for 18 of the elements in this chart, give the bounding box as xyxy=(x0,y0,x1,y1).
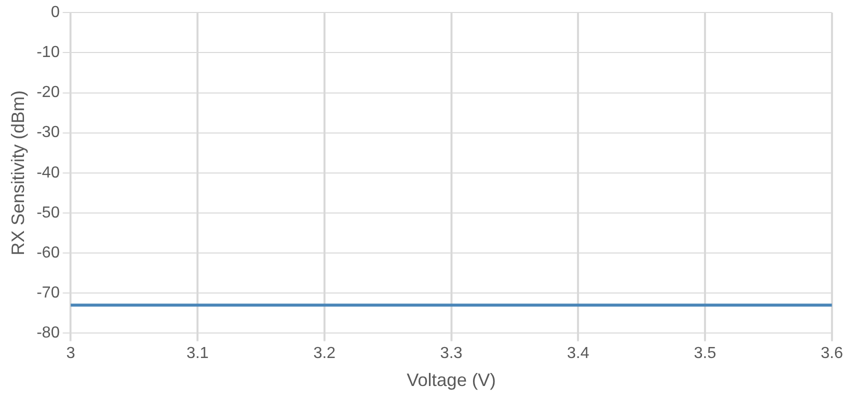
x-tick-label: 3.4 xyxy=(567,345,590,362)
x-tick-label: 3.5 xyxy=(694,345,716,362)
y-tick-label: -70 xyxy=(36,284,60,302)
x-axis-title: Voltage (V) xyxy=(406,370,496,390)
y-axis-title: RX Sensitivity (dBm) xyxy=(8,90,28,256)
x-tick-label: 3.6 xyxy=(820,345,844,362)
y-tick-label: -80 xyxy=(36,324,60,342)
y-tick-label: -10 xyxy=(36,44,60,62)
y-tick-label: -60 xyxy=(36,244,60,262)
y-tick-label: -20 xyxy=(36,84,60,102)
x-tick-label: 3.1 xyxy=(186,345,209,362)
x-tick-label: 3.3 xyxy=(440,345,463,362)
y-tick-label: -40 xyxy=(36,164,60,182)
x-tick-label: 3.2 xyxy=(313,345,336,362)
y-tick-label: -30 xyxy=(36,124,60,142)
y-tick-label: -50 xyxy=(36,204,60,222)
x-tick-label: 3 xyxy=(66,345,76,362)
y-tick-label: 0 xyxy=(50,4,60,22)
